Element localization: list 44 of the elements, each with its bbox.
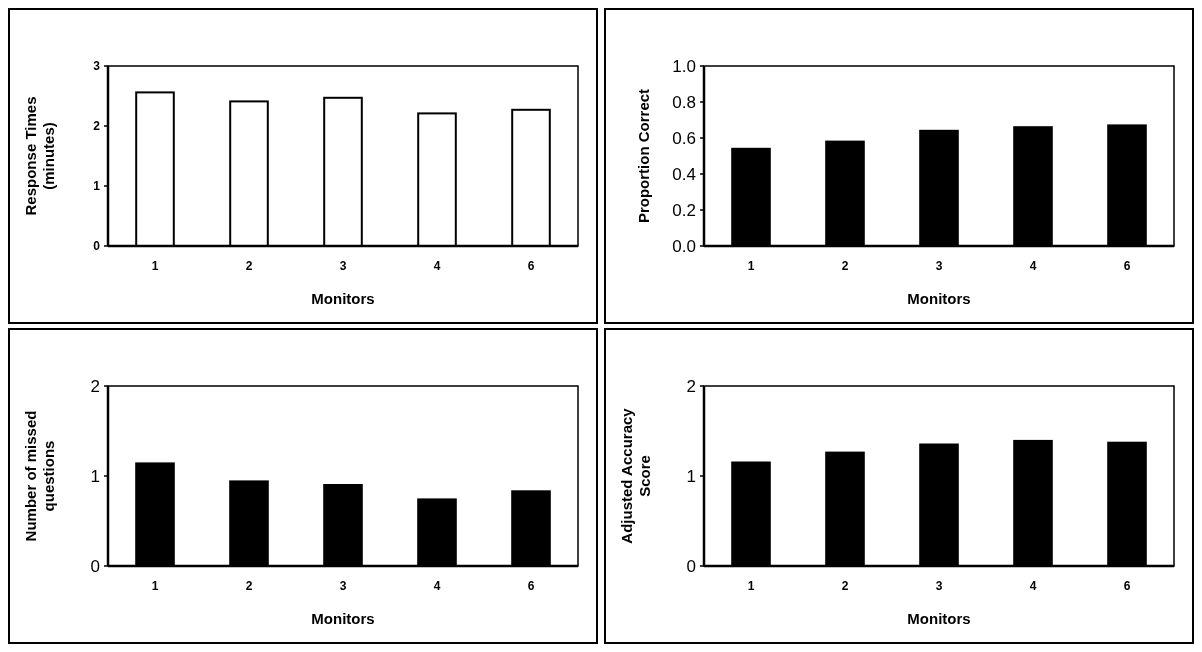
- y-tick-label: 0.0: [672, 236, 696, 256]
- y-tick-label: 0.2: [672, 200, 696, 220]
- y-axis-title: Number of missed questions: [22, 410, 57, 542]
- x-tick-label: 1: [747, 259, 755, 273]
- y-tick-label: 0.4: [672, 164, 696, 184]
- x-tick-label: 4: [1029, 579, 1037, 593]
- x-tick-label: 2: [841, 579, 849, 593]
- x-tick-label: 3: [935, 579, 943, 593]
- x-tick-label: 4: [433, 579, 441, 593]
- x-tick-label: 2: [245, 259, 253, 273]
- x-axis-title: Monitors: [311, 610, 375, 627]
- x-tick-label: 6: [1123, 579, 1131, 593]
- x-axis-title: Monitors: [311, 290, 375, 307]
- x-tick-label: 2: [245, 579, 253, 593]
- y-axis-title: Response Times (minutes): [22, 96, 57, 216]
- y-tick-label: 3: [93, 59, 101, 74]
- x-axis-title: Monitors: [907, 290, 971, 307]
- y-tick-label: 2: [90, 376, 100, 396]
- x-tick-label: 3: [935, 259, 943, 273]
- x-tick-label: 4: [1029, 259, 1037, 273]
- y-tick-label: 1: [686, 466, 696, 486]
- y-tick-label: 1: [90, 466, 100, 486]
- x-tick-label: 6: [527, 579, 535, 593]
- x-tick-label: 4: [433, 259, 441, 273]
- y-tick-label: 1.0: [672, 56, 696, 76]
- y-tick-label: 0: [686, 556, 696, 576]
- x-tick-label: 1: [151, 259, 159, 273]
- x-tick-label: 6: [527, 259, 535, 273]
- y-tick-label: 0.8: [672, 92, 696, 112]
- y-tick-label: 1: [93, 179, 101, 194]
- x-tick-label: 3: [339, 259, 347, 273]
- x-tick-label: 6: [1123, 259, 1131, 273]
- y-tick-label: 2: [93, 119, 101, 134]
- y-axis-title: Adjusted Accuracy Score: [618, 407, 653, 544]
- y-tick-label: 0: [90, 556, 100, 576]
- y-tick-label: 2: [686, 376, 696, 396]
- x-tick-label: 2: [841, 259, 849, 273]
- y-tick-label: 0: [93, 239, 101, 254]
- y-axis-title: Proportion Correct: [635, 88, 652, 224]
- x-tick-label: 1: [151, 579, 159, 593]
- x-axis-title: Monitors: [907, 610, 971, 627]
- x-tick-label: 1: [747, 579, 755, 593]
- x-tick-label: 3: [339, 579, 347, 593]
- y-tick-label: 0.6: [672, 128, 696, 148]
